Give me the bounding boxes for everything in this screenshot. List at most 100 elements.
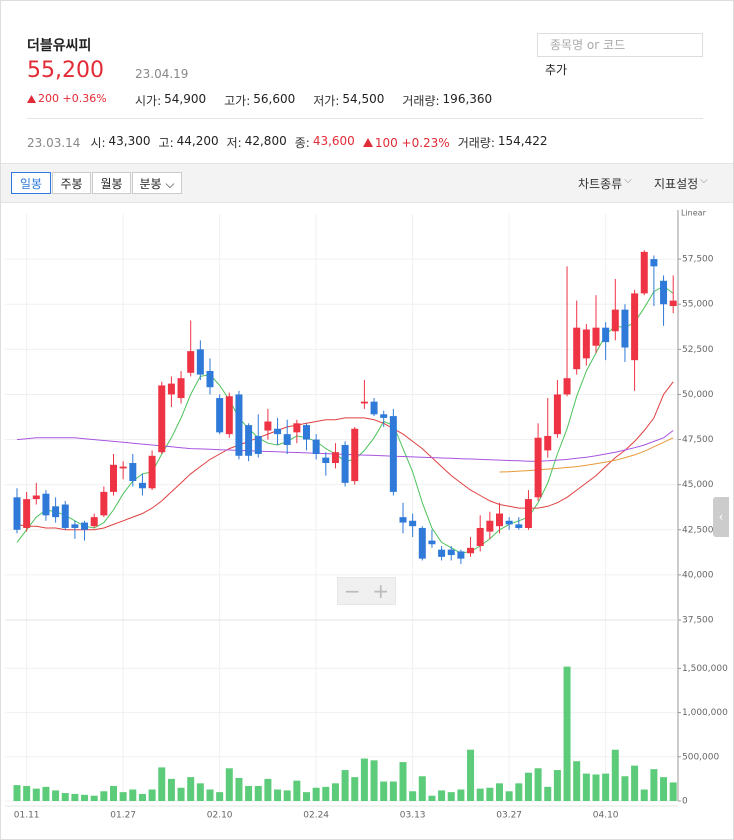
period-tab[interactable]: 분봉 ⌵ xyxy=(132,172,182,194)
volume-bar xyxy=(206,789,214,801)
stat-value: 54,900 xyxy=(164,92,207,106)
volume-bar xyxy=(544,786,552,801)
volume-bar xyxy=(351,777,359,801)
volume-bar xyxy=(409,791,417,801)
moving-average xyxy=(16,285,674,554)
candle-body xyxy=(351,428,359,482)
volume-bar xyxy=(177,787,185,801)
x-tick-label: 02.24 xyxy=(303,811,329,821)
volume-bar xyxy=(650,769,658,801)
prev-value: 42,800 xyxy=(244,134,287,148)
volume-bar xyxy=(129,789,137,801)
candle-body xyxy=(100,491,108,516)
prev-value: 44,200 xyxy=(176,134,219,148)
scale-label: Linear xyxy=(681,209,707,218)
candle-body xyxy=(467,547,475,554)
toolbar: 일봉 주봉 월봉 분봉 ⌵ 차트종류 ⌵ 지표설정 ⌵ xyxy=(1,163,733,203)
change: 200 +0.36% xyxy=(38,92,107,105)
prev-label: 고: xyxy=(158,136,174,150)
stock-name: 더블유씨피 xyxy=(27,38,92,54)
volume-bar xyxy=(100,791,108,801)
candle-body xyxy=(438,549,446,557)
prev-change: 100 +0.23% xyxy=(362,136,450,150)
add-button[interactable]: 추가 xyxy=(545,63,568,77)
candle-body xyxy=(399,517,407,523)
y-tick-label: 57,500 xyxy=(682,255,714,265)
candle-body xyxy=(563,378,571,395)
candle-body xyxy=(13,497,21,530)
menu-label: 지표설정 xyxy=(654,177,699,191)
zoom-out[interactable]: − xyxy=(343,579,361,603)
candle-body xyxy=(187,351,195,373)
candle-body xyxy=(428,540,436,545)
menu[interactable]: 차트종류 ⌵ xyxy=(578,175,632,192)
volume-bar xyxy=(312,787,320,801)
candle-body xyxy=(380,414,388,418)
y-tick-label: 45,000 xyxy=(682,480,714,490)
candle-body xyxy=(119,466,127,469)
volume-bar xyxy=(283,790,291,801)
volume-bar xyxy=(235,778,243,801)
candle-body xyxy=(245,425,253,456)
stat-label: 거래량: xyxy=(402,94,440,108)
zoom-in[interactable]: + xyxy=(372,579,390,603)
volume-bar xyxy=(515,783,523,801)
stat-value: 54,500 xyxy=(342,92,385,106)
volume-bar xyxy=(245,785,253,801)
volume-bar xyxy=(505,791,513,801)
volume-bar xyxy=(602,773,610,801)
side-handle[interactable]: ‹ xyxy=(713,497,729,537)
volume-bar xyxy=(196,783,204,801)
y-tick-label: 37,500 xyxy=(682,616,714,626)
candle-body xyxy=(274,428,282,435)
volume-bar xyxy=(158,767,166,801)
volume-bar xyxy=(640,789,648,801)
volume-bar xyxy=(418,776,426,801)
volume-bar xyxy=(138,793,146,801)
candle-body xyxy=(341,444,349,483)
y-tick-label: 40,000 xyxy=(682,570,714,580)
prev-value: 43,300 xyxy=(108,134,151,148)
candle-body xyxy=(138,482,146,489)
candle-body xyxy=(196,349,204,375)
volume-tick-label: 1,500,000 xyxy=(682,664,728,674)
candle-body xyxy=(389,416,397,492)
volume-bar xyxy=(370,760,378,801)
prev-stat: 시: 43,300 xyxy=(90,134,150,151)
candle-body xyxy=(110,464,117,492)
prev-label: 시: xyxy=(90,136,106,150)
menu-label: 차트종류 xyxy=(578,177,623,191)
volume-bar xyxy=(631,765,639,801)
candle-body xyxy=(148,455,156,489)
volume-bar xyxy=(573,761,581,801)
volume-bar xyxy=(303,792,310,801)
volume-bar xyxy=(148,789,156,801)
prev-label: 종: xyxy=(294,136,310,150)
candle-body xyxy=(524,499,532,528)
volume-bar xyxy=(216,792,224,801)
period-tab[interactable]: 월봉 xyxy=(92,172,131,194)
y-tick-label: 42,500 xyxy=(682,525,714,535)
volume-bar xyxy=(254,785,262,801)
volume-bar xyxy=(341,770,349,801)
period-tab[interactable]: 일봉 xyxy=(11,172,51,194)
menu-caret: ⌵ xyxy=(624,175,632,186)
divider xyxy=(27,118,703,119)
period-tab[interactable]: 주봉 xyxy=(52,172,91,194)
x-tick-label: 03.13 xyxy=(400,811,426,821)
volume-bar xyxy=(524,772,532,801)
stat: 고가: 56,600 xyxy=(224,92,295,109)
candle-body xyxy=(264,421,272,431)
candle-body xyxy=(621,309,629,348)
candle-body xyxy=(553,394,561,435)
volume-bar xyxy=(592,774,600,801)
stat-value: 196,360 xyxy=(442,92,493,106)
candle-body xyxy=(476,527,484,547)
candle-body xyxy=(544,435,552,451)
menu[interactable]: 지표설정 ⌵ xyxy=(654,175,708,192)
x-tick-label: 01.27 xyxy=(110,811,136,821)
zoom-control[interactable]: − + xyxy=(337,577,396,605)
menu-caret: ⌵ xyxy=(700,175,708,186)
candle-body xyxy=(640,251,648,294)
search-input[interactable]: 종목명 or 코드 xyxy=(537,33,703,57)
